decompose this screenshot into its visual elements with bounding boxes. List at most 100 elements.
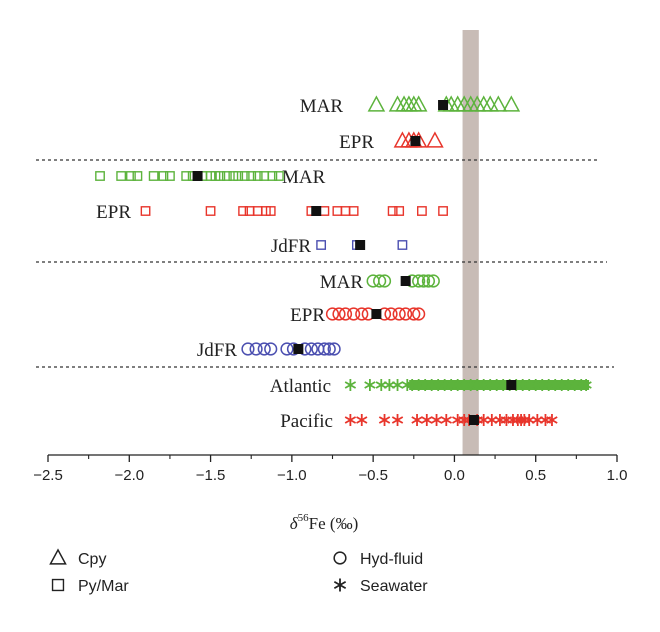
mean-marker bbox=[438, 100, 449, 110]
data-point bbox=[440, 414, 452, 426]
x-axis: −2.5 −2.0 −1.5 −1.0 −0.5 0.0 0.5 1.0 bbox=[33, 454, 628, 484]
data-point bbox=[252, 206, 263, 216]
data-point bbox=[304, 342, 318, 356]
data-point bbox=[384, 307, 398, 321]
data-point bbox=[397, 240, 408, 250]
data-point bbox=[322, 342, 336, 356]
data-point bbox=[257, 342, 271, 356]
data-point bbox=[426, 131, 444, 148]
data-point bbox=[401, 379, 413, 391]
mean-marker bbox=[468, 415, 479, 425]
data-point bbox=[394, 206, 405, 216]
data-point bbox=[140, 206, 151, 216]
data-point bbox=[383, 379, 396, 391]
data-point bbox=[325, 307, 340, 321]
data-point bbox=[373, 274, 387, 288]
data-point bbox=[215, 171, 226, 181]
data-point bbox=[452, 414, 464, 426]
data-point bbox=[338, 307, 353, 321]
data-point bbox=[332, 307, 346, 321]
data-point bbox=[126, 171, 136, 181]
mean-marker bbox=[506, 380, 517, 390]
data-row-epr-cpy: EPR bbox=[339, 131, 444, 153]
data-point bbox=[364, 379, 376, 391]
x-tick-label: −2.0 bbox=[114, 467, 144, 484]
data-point bbox=[332, 206, 343, 216]
data-point bbox=[407, 307, 421, 321]
mean-marker bbox=[400, 276, 411, 286]
data-point bbox=[539, 414, 552, 426]
data-point bbox=[241, 342, 255, 356]
data-point bbox=[478, 414, 490, 426]
data-point bbox=[486, 414, 498, 426]
x-tick-label: 0.0 bbox=[444, 467, 465, 484]
data-point bbox=[205, 206, 216, 216]
data-point bbox=[367, 95, 386, 112]
row-label: EPR bbox=[96, 202, 131, 223]
data-point bbox=[458, 414, 470, 426]
mean-marker bbox=[293, 344, 304, 354]
legend-item-hydfluid: Hyd-fluid bbox=[333, 551, 423, 568]
data-point bbox=[378, 414, 391, 426]
data-point bbox=[249, 342, 263, 356]
legend-item-cpy: Cpy bbox=[49, 548, 106, 568]
data-point bbox=[411, 414, 423, 426]
data-point bbox=[165, 171, 175, 181]
reference-band bbox=[462, 30, 479, 455]
circle-icon bbox=[333, 551, 347, 565]
data-point bbox=[531, 414, 544, 426]
mean-marker bbox=[311, 206, 322, 216]
x-tick-label: −1.5 bbox=[196, 467, 226, 484]
data-point bbox=[252, 171, 263, 181]
data-row-pacific-seawater: Pacific bbox=[280, 411, 558, 432]
data-point bbox=[417, 206, 427, 216]
row-label: EPR bbox=[339, 132, 374, 153]
data-point bbox=[580, 379, 592, 391]
row-label: Pacific bbox=[280, 411, 333, 432]
x-tick-label: −0.5 bbox=[358, 467, 388, 484]
data-row-mar-pymar: MAR bbox=[95, 167, 326, 188]
data-point bbox=[246, 171, 257, 181]
data-point bbox=[327, 342, 341, 356]
legend-label: Cpy bbox=[78, 551, 106, 568]
data-point bbox=[502, 95, 521, 112]
x-tick-label: 0.5 bbox=[525, 467, 546, 484]
data-point bbox=[399, 307, 413, 321]
legend-label: Hyd-fluid bbox=[360, 551, 423, 568]
data-point bbox=[181, 171, 192, 181]
data-point bbox=[412, 274, 426, 288]
data-point bbox=[239, 171, 250, 181]
x-tick-label: −1.0 bbox=[277, 467, 307, 484]
x-axis-title: δ56Fe (‰) bbox=[290, 512, 358, 533]
data-point bbox=[356, 414, 368, 426]
data-point bbox=[355, 307, 369, 321]
data-point bbox=[377, 274, 392, 288]
data-point bbox=[158, 171, 169, 181]
data-point bbox=[409, 95, 428, 112]
x-tick-label: 1.0 bbox=[607, 467, 628, 484]
data-point bbox=[221, 171, 232, 181]
legend: Cpy Hyd-fluid Py/Mar Seawater bbox=[49, 548, 428, 595]
data-point bbox=[273, 171, 284, 181]
asterisk-icon bbox=[333, 578, 347, 592]
data-point bbox=[421, 414, 433, 426]
reference-band-layer bbox=[462, 30, 479, 455]
data-point bbox=[387, 206, 398, 216]
data-point bbox=[430, 414, 443, 426]
data-point bbox=[319, 206, 330, 216]
mean-marker bbox=[371, 309, 382, 319]
data-point bbox=[416, 274, 431, 288]
data-point bbox=[340, 206, 351, 216]
row-label: JdFR bbox=[271, 236, 311, 257]
data-point bbox=[489, 95, 508, 112]
data-row-jdfr-hydfluid: JdFR bbox=[197, 340, 341, 361]
row-label: EPR bbox=[290, 305, 325, 326]
data-row-epr-pymar: EPR bbox=[96, 202, 448, 223]
row-label: MAR bbox=[320, 272, 364, 293]
data-point bbox=[500, 414, 513, 426]
data-point bbox=[267, 171, 278, 181]
data-point bbox=[344, 414, 357, 426]
data-row-atlantic-seawater: Atlantic bbox=[270, 376, 592, 397]
data-point bbox=[438, 206, 448, 216]
data-point bbox=[95, 171, 105, 181]
